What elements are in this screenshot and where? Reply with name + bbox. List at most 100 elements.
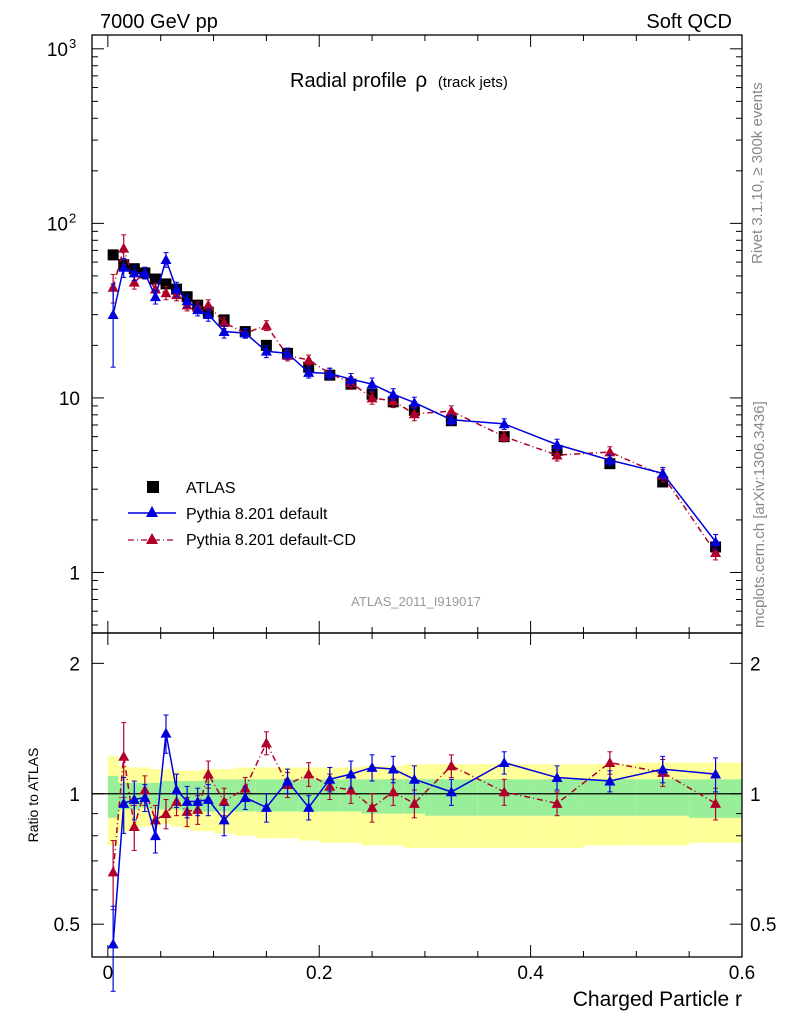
main-title-symbol: ρ	[415, 69, 427, 92]
default-point	[107, 309, 119, 320]
ratio-inner-band	[160, 781, 172, 810]
default-point	[118, 261, 130, 272]
ratio-default-point	[118, 797, 130, 808]
default-cd-point	[604, 446, 616, 457]
ratio-default-cd-point	[604, 757, 616, 768]
ratio-default-point	[218, 814, 230, 825]
legend-label-default: Pythia 8.201 default	[186, 506, 328, 523]
default-point	[139, 267, 151, 278]
ratio-default-point	[303, 801, 315, 812]
ratio-default-cd-point	[303, 768, 315, 779]
default-cd-point	[445, 405, 457, 416]
default-point	[171, 283, 183, 294]
ratio-default-cd-point	[498, 786, 510, 797]
default-point	[303, 366, 315, 377]
default-point	[551, 439, 563, 450]
default-line	[112, 257, 717, 543]
default-point	[239, 327, 251, 338]
default-point	[181, 295, 193, 306]
default-point	[710, 536, 722, 547]
default-point	[324, 368, 336, 378]
ratio-y-tick-label-right: 2	[750, 654, 761, 675]
default-point	[657, 467, 669, 478]
ratio-default-cd-point	[128, 821, 140, 831]
ratio-default-cd-point	[445, 760, 457, 771]
main-y-tick-exponent: 3	[69, 36, 76, 51]
ratio-default-cd-point	[408, 797, 420, 808]
default-point	[260, 345, 272, 356]
ratio-default-cd-point	[366, 801, 378, 812]
default-cd-point	[408, 408, 420, 419]
ratio-plot-frame	[91, 632, 743, 958]
ratio-default-point	[498, 757, 510, 768]
ratio-default-point	[387, 763, 399, 774]
ratio-default-cd-line	[112, 741, 716, 873]
ratio-default-point	[604, 775, 616, 786]
ratio-default-cd-point	[551, 797, 563, 808]
default-cd-point	[128, 276, 140, 287]
ratio-default-point	[260, 801, 272, 812]
main-title: Radial profile ρ (track jets)	[290, 69, 508, 92]
ratio-default-cd-point	[387, 786, 399, 797]
default-cd-point	[366, 392, 378, 403]
ratio-default-point	[128, 794, 140, 804]
ratio-default-point	[160, 727, 172, 738]
ratio-default-point	[445, 786, 457, 797]
main-title-text: Radial profile	[290, 70, 407, 92]
ratio-default-point	[171, 784, 183, 795]
default-cd-point	[498, 431, 510, 442]
x-tick-label: 0	[103, 963, 114, 984]
ratio-default-cd-point	[107, 866, 119, 877]
x-tick-label: 0.4	[517, 963, 544, 984]
default-cd-point	[160, 287, 172, 298]
ratio-default-cd-point	[118, 750, 130, 761]
default-cd-point	[218, 317, 230, 328]
ratio-inner-band	[150, 782, 161, 810]
default-point	[366, 378, 378, 389]
ratio-default-point	[149, 830, 161, 841]
default-cd-point	[710, 547, 722, 557]
legend-marker-default	[146, 506, 158, 517]
default-point	[202, 309, 214, 320]
ratio-default-point	[710, 768, 722, 779]
data-series	[107, 234, 722, 992]
ratio-y-tick-label: 2	[69, 654, 80, 675]
default-point	[192, 304, 204, 315]
default-cd-point	[202, 299, 214, 310]
default-cd-point	[260, 319, 272, 330]
ratio-y-axis-label: Ratio to ATLAS	[25, 748, 41, 843]
ratio-default-point	[239, 792, 251, 802]
default-point	[282, 347, 294, 358]
default-point	[160, 254, 172, 265]
plot-frames	[91, 34, 743, 958]
ratio-default-cd-point	[710, 797, 722, 808]
ratio-default-cd-point	[160, 808, 172, 818]
legend: ATLAS Pythia 8.201 default Pythia 8.201 …	[128, 480, 356, 549]
ratio-inner-band	[107, 775, 119, 818]
header-right: Soft QCD	[646, 11, 732, 33]
main-y-tick-label: 1	[69, 563, 80, 584]
ratio-default-point	[202, 794, 214, 804]
default-cd-point	[303, 354, 315, 365]
default-cd-point	[551, 449, 563, 460]
default-cd-point	[118, 242, 130, 253]
x-axis-label: Charged Particle r	[573, 988, 742, 1011]
ratio-default-point	[282, 775, 294, 786]
ratio-default-cd-point	[149, 814, 161, 825]
default-point	[218, 326, 230, 336]
analysis-watermark: ATLAS_2011_I919017	[351, 594, 481, 609]
main-y-tick-label: 10	[59, 389, 80, 410]
default-point	[408, 397, 420, 408]
header-left: 7000 GeV pp	[100, 11, 218, 33]
atlas-data-point	[149, 273, 161, 285]
default-point	[128, 267, 140, 278]
ratio-default-point	[139, 792, 151, 802]
main-title-suffix: (track jets)	[438, 74, 508, 91]
ratio-y-tick-label-right: 0.5	[750, 915, 776, 936]
ratio-y-tick-label: 1	[69, 785, 80, 806]
ratio-default-point	[324, 773, 336, 784]
ratio-default-cd-point	[345, 784, 357, 795]
default-point	[149, 291, 161, 302]
atlas-data-point	[107, 249, 119, 261]
